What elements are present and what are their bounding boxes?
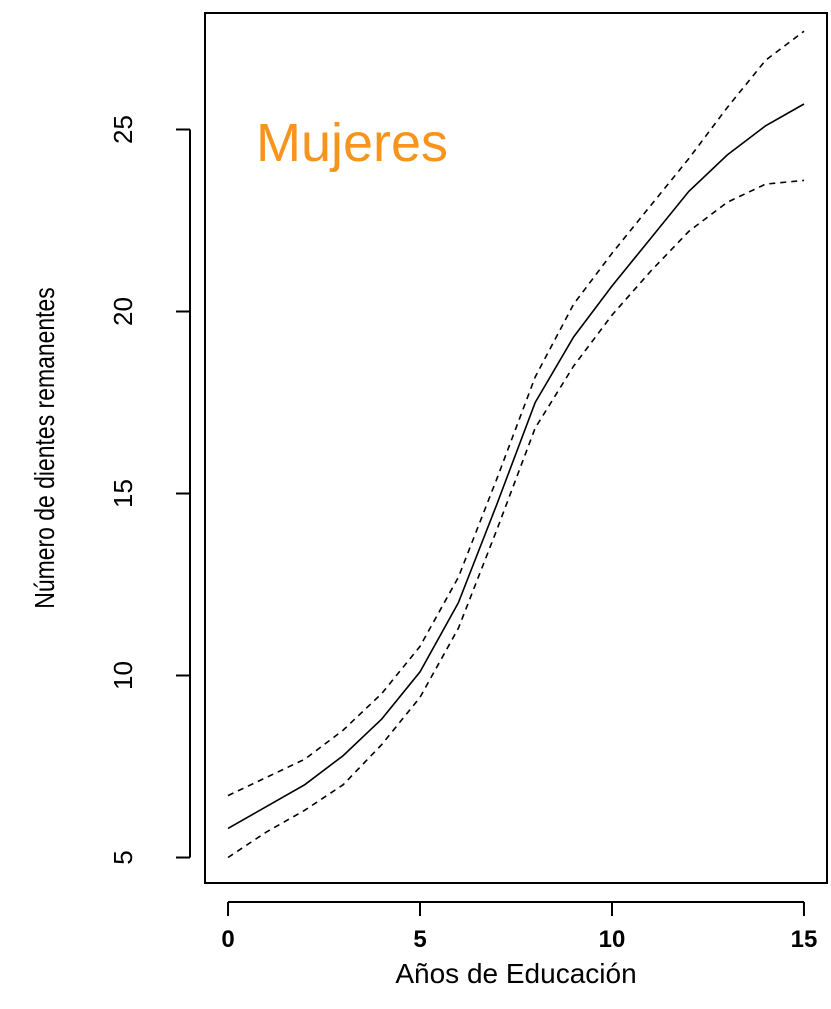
y-tick-label: 25 (108, 115, 138, 144)
series-layer (227, 30, 805, 859)
x-axis-label: Años de Educación (395, 958, 636, 989)
fit-line (227, 103, 805, 830)
annotation-label: Mujeres (256, 113, 448, 173)
x-tick-label: 15 (791, 926, 818, 953)
upper-ci-line (227, 30, 805, 797)
y-tick-label: 15 (108, 479, 138, 508)
x-tick-label: 0 (221, 926, 234, 953)
y-tick-label: 5 (108, 850, 138, 864)
x-tick-label: 5 (413, 926, 426, 953)
y-axis: 5 10 15 20 25 (108, 115, 191, 865)
plot-frame (204, 12, 828, 884)
lower-ci-line (227, 179, 805, 859)
x-axis: 0 5 10 15 (221, 901, 818, 953)
y-tick-label: 10 (108, 661, 138, 690)
y-axis-label: Número de dientes remanentes (30, 287, 61, 608)
y-tick-label: 20 (108, 297, 138, 326)
x-tick-label: 10 (599, 926, 626, 953)
